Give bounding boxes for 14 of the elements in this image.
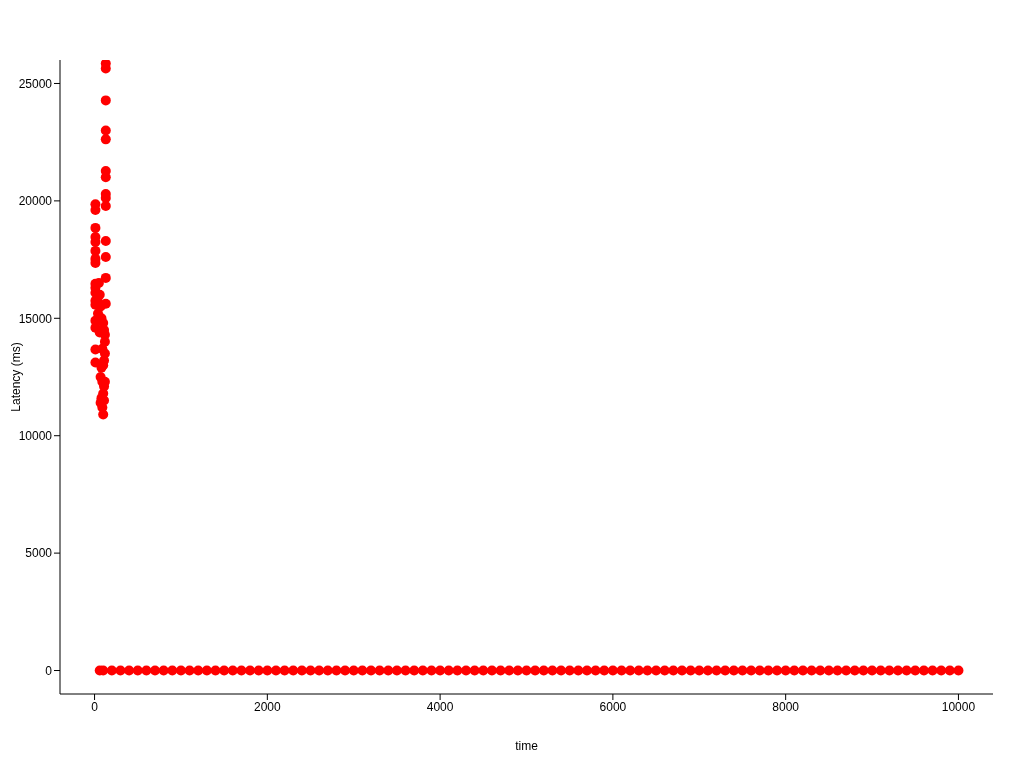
x-tick-label: 0: [91, 699, 99, 714]
y-tick-label: 25000: [18, 76, 53, 91]
y-tick-label: 10000: [18, 428, 53, 443]
y-tick-label: 20000: [18, 194, 53, 209]
y-tick-label: 15000: [18, 311, 53, 326]
x-tick-label: 6000: [599, 699, 627, 714]
y-axis-title: Latency (ms): [9, 342, 24, 412]
x-tick-label: 8000: [772, 699, 800, 714]
x-tick-label: 2000: [253, 699, 281, 714]
y-tick-label: 0: [45, 663, 53, 678]
x-axis-title: time: [515, 739, 539, 753]
x-tick-label: 10000: [941, 699, 976, 714]
x-tick-label: 4000: [426, 699, 454, 714]
y-tick-label: 5000: [25, 546, 53, 561]
